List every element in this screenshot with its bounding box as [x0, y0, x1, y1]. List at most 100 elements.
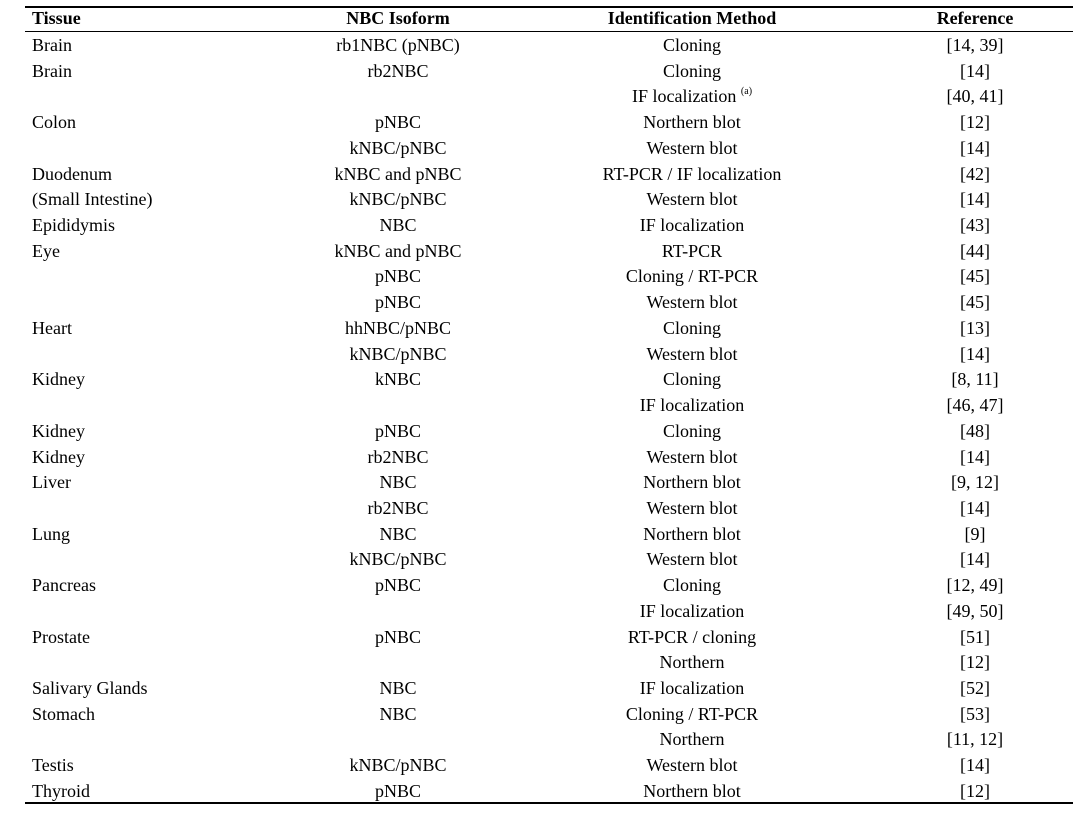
method-cell: Cloning / RT-PCR — [562, 702, 822, 726]
method-cell: RT-PCR / cloning — [562, 625, 822, 649]
isoform-cell-text: kNBC/pNBC — [349, 137, 447, 158]
reference-cell: [14] — [905, 187, 1045, 211]
isoform-cell-text: pNBC — [374, 575, 421, 596]
table-row: kNBC/pNBC Western blot [14] — [0, 136, 1075, 160]
tissue-cell-text: Eye — [32, 240, 60, 261]
method-cell-text: Cloning — [662, 575, 721, 596]
method-cell-text: Northern blot — [643, 112, 741, 133]
reference-cell: [9, 12] — [905, 470, 1045, 494]
method-cell-text: Western blot — [646, 497, 738, 518]
method-cell: Western blot — [562, 496, 822, 520]
method-cell: IF localization — [562, 213, 822, 237]
isoform-cell-text: kNBC/pNBC — [349, 343, 447, 364]
reference-cell-text: [9] — [964, 523, 986, 544]
isoform-cell: kNBC/pNBC — [298, 342, 498, 366]
tissue-cell-text: Epididymis — [32, 215, 116, 236]
tissue-cell: Lung — [32, 522, 70, 546]
method-cell: Northern — [562, 650, 822, 674]
reference-cell: [44] — [905, 239, 1045, 263]
reference-cell-text: [46, 47] — [946, 395, 1004, 416]
method-cell: Western blot — [562, 445, 822, 469]
reference-cell: [53] — [905, 702, 1045, 726]
method-cell-text: RT-PCR / IF localization — [602, 163, 782, 184]
reference-cell: [12] — [905, 779, 1045, 803]
isoform-cell-text: hhNBC/pNBC — [344, 317, 452, 338]
tissue-cell: (Small Intestine) — [32, 187, 152, 211]
table-row: Colon pNBC Northern blot [12] — [0, 110, 1075, 134]
reference-cell: [14] — [905, 547, 1045, 571]
top-rule — [25, 6, 1073, 8]
tissue-cell: Kidney — [32, 367, 85, 391]
reference-cell-text: [14] — [960, 446, 990, 467]
isoform-cell: kNBC and pNBC — [298, 162, 498, 186]
isoform-cell-text: NBC — [379, 678, 417, 698]
isoform-cell-text: rb2NBC — [367, 497, 429, 518]
reference-cell-text: [9, 12] — [951, 472, 999, 493]
method-cell: Northern — [562, 727, 822, 751]
method-cell-text: Western blot — [646, 549, 738, 570]
tissue-cell-text: Thyroid — [32, 780, 90, 801]
isoform-cell: pNBC — [298, 419, 498, 443]
tissue-cell: Duodenum — [32, 162, 112, 186]
header-rule — [25, 31, 1073, 32]
table-row: (Small Intestine) kNBC/pNBC Western blot [1… — [0, 187, 1075, 211]
tissue-cell-text: (Small Intestine) — [32, 189, 153, 210]
reference-cell: [14, 39] — [905, 33, 1045, 57]
table-row: Northern [11, 12] — [0, 727, 1075, 751]
tissue-cell-text: Brain — [32, 35, 72, 55]
method-cell: Cloning — [562, 59, 822, 83]
isoform-cell-text: pNBC — [374, 780, 421, 801]
reference-cell-text: [12] — [960, 780, 990, 801]
footnote-marker: (a) — [740, 86, 753, 98]
method-cell-text: Cloning — [662, 317, 721, 338]
table-row: IF localization [46, 47] — [0, 393, 1075, 417]
isoform-cell-text: pNBC — [374, 420, 421, 441]
reference-cell: [14] — [905, 496, 1045, 520]
table-row: Brain rb2NBC Cloning [14] — [0, 59, 1075, 83]
isoform-cell: pNBC — [298, 264, 498, 288]
method-cell: Western blot — [562, 136, 822, 160]
isoform-cell: pNBC — [298, 110, 498, 134]
method-cell-text: RT-PCR — [661, 240, 723, 261]
tissue-cell-text: Kidney — [32, 420, 85, 441]
method-cell-text: Northern blot — [643, 472, 741, 493]
header-tissue: Tissue — [32, 8, 81, 28]
tissue-cell: Salivary Glands — [32, 676, 147, 700]
table-row: Kidney kNBC Cloning [8, 11] — [0, 367, 1075, 391]
table-row: Kidney pNBC Cloning [48] — [0, 419, 1075, 443]
reference-cell-text: [14] — [960, 755, 990, 776]
reference-cell: [42] — [905, 162, 1045, 186]
isoform-cell: NBC — [298, 702, 498, 726]
isoform-cell: hhNBC/pNBC — [298, 316, 498, 340]
isoform-cell-text: NBC — [379, 523, 417, 544]
isoform-cell: pNBC — [298, 290, 498, 314]
reference-cell: [9] — [905, 522, 1045, 546]
reference-cell-text: [14] — [960, 189, 990, 210]
method-cell-text: Western blot — [646, 292, 738, 313]
tissue-cell-text: Heart — [32, 317, 72, 338]
method-cell: Western blot — [562, 547, 822, 571]
reference-cell-text: [14] — [960, 60, 990, 81]
table-row: Brain rb1NBC (pNBC) Cloning [14, 39] — [0, 33, 1075, 57]
reference-cell-text: [12] — [960, 112, 990, 133]
isoform-cell-text: kNBC/pNBC — [349, 189, 447, 210]
tissue-cell: Stomach — [32, 702, 95, 726]
method-cell: IF localization — [562, 676, 822, 700]
isoform-cell-text: pNBC — [374, 266, 421, 287]
reference-cell: [13] — [905, 316, 1045, 340]
isoform-cell-text: pNBC — [374, 292, 421, 313]
table-row: Northern [12] — [0, 650, 1075, 674]
isoform-cell: rb2NBC — [298, 496, 498, 520]
table-row: Epididymis NBC IF localization [43] — [0, 213, 1075, 237]
isoform-cell-text: kNBC — [374, 369, 421, 390]
isoform-cell-text: kNBC and pNBC — [334, 163, 462, 184]
tissue-cell-text: Prostate — [32, 626, 90, 647]
reference-cell: [14] — [905, 342, 1045, 366]
reference-cell: [40, 41] — [905, 84, 1045, 108]
reference-cell: [45] — [905, 264, 1045, 288]
tissue-cell-text: Stomach — [32, 703, 95, 724]
table-row: Liver NBC Northern blot [9, 12] — [0, 470, 1075, 494]
reference-cell: [48] — [905, 419, 1045, 443]
tissue-cell-text: Colon — [32, 112, 77, 133]
method-cell: Northern blot — [562, 779, 822, 803]
